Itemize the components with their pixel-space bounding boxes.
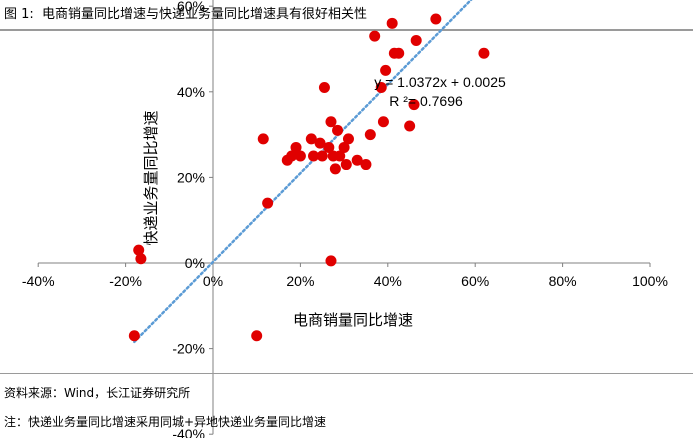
y-tick-label: 60% (177, 0, 205, 14)
trendline (133, 0, 473, 344)
data-point (404, 120, 416, 132)
data-point (340, 159, 352, 171)
x-axis-title: 电商销量同比增速 (293, 311, 413, 329)
data-point (286, 150, 298, 162)
data-point (380, 64, 392, 76)
data-point (325, 255, 337, 267)
data-point (369, 30, 381, 42)
data-point (430, 13, 442, 25)
data-point (128, 330, 140, 342)
data-point (393, 47, 405, 59)
data-point (251, 330, 263, 342)
y-tick-label: 40% (177, 84, 205, 100)
data-point (410, 34, 422, 46)
top-rule (0, 29, 693, 31)
data-point (351, 154, 363, 166)
y-tick-label: 20% (177, 169, 205, 185)
data-point (323, 141, 335, 153)
r-squared: R ²= 0.7696 (389, 93, 463, 109)
labels-group: y = 1.0372x + 0.0025 R ²= 0.7696 电商销量同比增速 快… (142, 74, 506, 329)
source-text: 资料来源：Wind，长江证券研究所 (4, 386, 191, 400)
y-tick-label: -40% (172, 426, 205, 438)
data-point (364, 129, 376, 141)
note-text: 注：快递业务量同比增速采用同城+异地快递业务量同比增速 (4, 415, 327, 429)
data-point (408, 99, 420, 111)
figure-number: 图 1: (4, 7, 34, 22)
data-point (386, 17, 398, 29)
data-point (316, 150, 328, 162)
y-axis-title: 快递业务量同比增速 (142, 110, 160, 245)
data-point (338, 141, 350, 153)
data-point (133, 244, 145, 256)
x-tick-label: -40% (22, 273, 55, 289)
data-point (294, 150, 306, 162)
data-points (128, 13, 490, 342)
data-point (305, 133, 317, 145)
trendline-group (133, 0, 473, 344)
axes: -40% -20% 0% 20% 40% 60% 80% 100% -40% -20% 0% 20% 4… (22, 0, 668, 438)
bottom-rule (0, 373, 693, 374)
data-point (257, 133, 269, 145)
data-point (325, 116, 337, 128)
data-point (342, 133, 354, 145)
data-point (290, 141, 302, 153)
data-point (135, 253, 147, 265)
data-point (377, 116, 389, 128)
data-point (314, 137, 326, 149)
x-tick-label: 100% (632, 273, 668, 289)
data-point (318, 82, 330, 94)
y-tick-label: 0% (185, 255, 205, 271)
x-tick-label: 80% (549, 273, 577, 289)
data-point (329, 163, 341, 175)
data-point (375, 82, 387, 94)
x-tick-label: 40% (374, 273, 402, 289)
trendline-equation: y = 1.0372x + 0.0025 (374, 74, 506, 90)
x-tick-label: 0% (203, 273, 223, 289)
data-point (332, 124, 344, 136)
x-tick-label: 20% (286, 273, 314, 289)
x-tick-label: -20% (109, 273, 142, 289)
data-point (334, 150, 346, 162)
data-point (308, 150, 320, 162)
figure-title-text: 电商销量同比增速与快递业务量同比增速具有很好相关性 (41, 7, 367, 22)
data-point (360, 159, 372, 171)
x-tick-label: 60% (461, 273, 489, 289)
figure-title: 图 1: 电商销量同比增速与快递业务量同比增速具有很好相关性 (4, 6, 367, 24)
y-tick-label: -20% (172, 341, 205, 357)
data-point (478, 47, 490, 59)
data-point (262, 197, 274, 209)
